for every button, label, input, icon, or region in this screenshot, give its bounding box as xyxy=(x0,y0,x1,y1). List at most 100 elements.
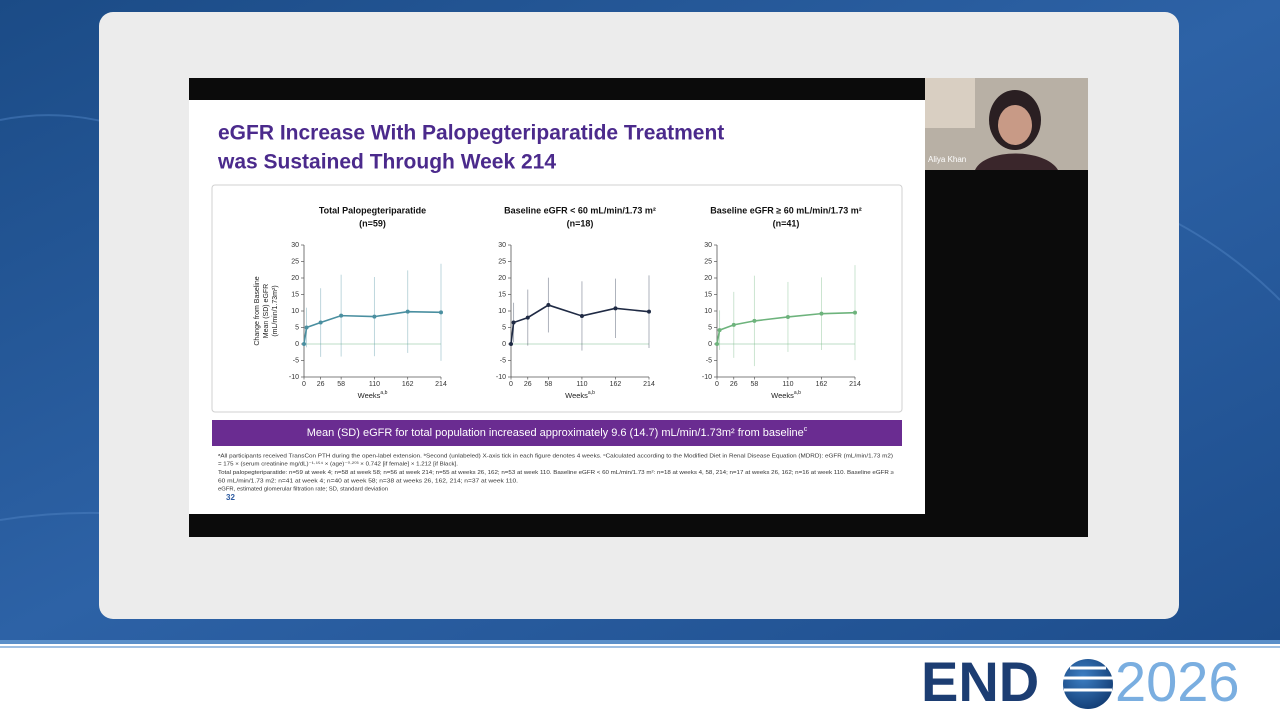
y-tick-label: 30 xyxy=(291,242,299,249)
data-point xyxy=(511,320,516,325)
y-tick-label: -10 xyxy=(289,374,299,381)
banner-sup: c xyxy=(804,426,808,433)
chart-title: (n=18) xyxy=(567,218,594,228)
banner-main: Mean (SD) eGFR for total population incr… xyxy=(307,427,804,439)
y-tick-label: 30 xyxy=(704,242,712,249)
x-axis-label-text: Weeks xyxy=(771,391,794,400)
data-point xyxy=(372,314,377,319)
data-point xyxy=(647,309,651,314)
data-point xyxy=(509,342,513,346)
data-point xyxy=(339,313,344,318)
data-point xyxy=(819,311,824,316)
data-point xyxy=(752,318,757,323)
x-tick-label: 214 xyxy=(643,381,655,388)
x-tick-label: 110 xyxy=(782,381,793,388)
y-tick-label: 25 xyxy=(704,258,712,265)
data-point xyxy=(715,342,719,346)
data-point xyxy=(318,320,323,325)
logo-globe-lines xyxy=(1063,666,1113,692)
x-axis-label: Weeksa,b xyxy=(565,390,595,400)
x-tick-label: 58 xyxy=(751,381,759,388)
footnote: = 175 × (serum creatinine mg/dL)⁻¹·¹⁵⁴ ×… xyxy=(218,461,458,468)
y-tick-label: -10 xyxy=(702,374,712,381)
y-tick-label: 15 xyxy=(498,291,506,298)
x-tick-label: 58 xyxy=(545,381,553,388)
x-axis-label-sup: a,b xyxy=(794,390,801,396)
page-number: 32 xyxy=(226,493,235,502)
y-tick-label: 10 xyxy=(498,308,506,315)
x-tick-label: 26 xyxy=(524,381,532,388)
data-point xyxy=(525,315,530,320)
y-tick-label: 20 xyxy=(498,275,506,282)
footnote: ᵃAll participants received TransCon PTH … xyxy=(218,453,893,459)
y-tick-label: 5 xyxy=(502,324,506,331)
logo-left: END xyxy=(921,650,1039,713)
x-tick-label: 162 xyxy=(402,381,414,388)
y-tick-label: -5 xyxy=(706,357,712,364)
x-axis-label-sup: a,b xyxy=(380,390,387,396)
y-tick-label: 10 xyxy=(704,308,712,315)
y-tick-label: 0 xyxy=(295,341,299,348)
speaker-name: Aliya Khan xyxy=(928,155,966,164)
y-tick-label: 10 xyxy=(291,308,299,315)
x-tick-label: 162 xyxy=(816,381,828,388)
y-axis-label: Mean (SD) eGFR xyxy=(263,284,270,338)
charts: Total Palopegteriparatide (n=59) Change fr… xyxy=(254,205,862,400)
x-tick-label: 110 xyxy=(576,381,587,388)
data-point xyxy=(304,325,309,330)
data-point xyxy=(853,310,857,315)
chart-title: (n=59) xyxy=(359,218,386,228)
x-tick-label: 0 xyxy=(715,381,719,388)
chart-title: (n=41) xyxy=(773,218,800,228)
x-axis-label-text: Weeks xyxy=(358,391,381,400)
x-axis-label-sup: a,b xyxy=(588,390,595,396)
y-tick-label: 15 xyxy=(704,291,712,298)
y-tick-label: -5 xyxy=(500,357,506,364)
x-tick-label: 26 xyxy=(730,381,738,388)
y-tick-label: -5 xyxy=(293,357,299,364)
y-tick-label: 20 xyxy=(291,275,299,282)
y-tick-label: 25 xyxy=(498,258,506,265)
speaker-body xyxy=(975,153,1058,170)
x-tick-label: 110 xyxy=(369,381,380,388)
y-axis-label: Change from Baseline xyxy=(254,276,261,345)
logo-right: 2026 xyxy=(1115,650,1240,713)
data-point xyxy=(785,314,790,319)
y-tick-label: 0 xyxy=(708,341,712,348)
data-point xyxy=(302,342,306,346)
x-tick-label: 58 xyxy=(337,381,345,388)
speaker-face xyxy=(998,105,1032,145)
footer-stripe xyxy=(0,646,1280,648)
logo-globe xyxy=(1063,659,1113,709)
footnote: Total palopegteriparatide: n=59 at week … xyxy=(218,470,894,476)
y-tick-label: 15 xyxy=(291,291,299,298)
y-tick-label: 30 xyxy=(498,242,506,249)
y-axis-label: (mL/min/1.73m²) xyxy=(272,285,279,336)
data-point xyxy=(439,310,443,315)
footer-stripe xyxy=(0,640,1280,644)
y-tick-label: 25 xyxy=(291,258,299,265)
data-point xyxy=(579,313,584,318)
x-axis-label: Weeksa,b xyxy=(358,390,388,400)
chart-title: Total Palopegteriparatide xyxy=(319,205,426,215)
x-tick-label: 0 xyxy=(509,381,513,388)
footnotes: ᵃAll participants received TransCon PTH … xyxy=(218,453,894,492)
x-tick-label: 214 xyxy=(849,381,861,388)
data-point xyxy=(717,328,722,333)
chart-title: Baseline eGFR < 60 mL/min/1.73 m² xyxy=(504,205,656,215)
y-tick-label: 20 xyxy=(704,275,712,282)
x-tick-label: 0 xyxy=(302,381,306,388)
x-tick-label: 214 xyxy=(435,381,447,388)
footnote: eGFR, estimated glomerular filtration ra… xyxy=(218,487,388,493)
chart-frame xyxy=(211,184,903,413)
y-tick-label: 5 xyxy=(295,324,299,331)
y-tick-label: -10 xyxy=(496,374,506,381)
y-tick-label: 5 xyxy=(708,324,712,331)
data-point xyxy=(731,322,736,327)
slide-title: was Sustained Through Week 214 xyxy=(217,151,556,174)
slide-title: eGFR Increase With Palopegteriparatide T… xyxy=(218,122,724,145)
data-point xyxy=(613,306,618,311)
banner xyxy=(212,420,902,446)
